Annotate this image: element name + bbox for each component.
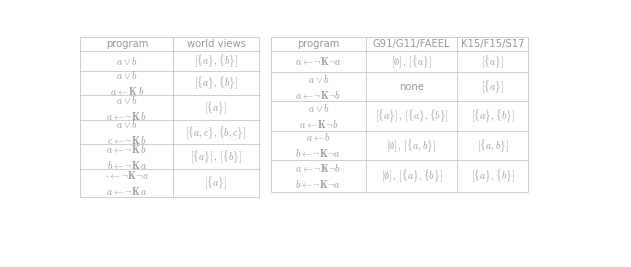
Text: $[\{a\}]$: $[\{a\}]$: [204, 99, 228, 116]
Text: $a \leftarrow {\neg}\mathbf{K}\,b$
$b \leftarrow {\neg}\mathbf{K}\,a$: $a \leftarrow {\neg}\mathbf{K}\,b$ $b \l…: [107, 143, 148, 171]
Text: $a \vee b$
$a \leftarrow {\neg}\mathbf{K}\,b$: $a \vee b$ $a \leftarrow {\neg}\mathbf{K…: [107, 93, 148, 121]
Text: $[\{a\},\{b\}]$: $[\{a\},\{b\}]$: [194, 52, 238, 69]
Bar: [80, 37, 259, 197]
Text: K15/F15/S17: K15/F15/S17: [461, 39, 524, 49]
Text: $[\{a\}]\,,\,[\{b\}]$: $[\{a\}]\,,\,[\{b\}]$: [190, 148, 242, 165]
Text: G91/G11/FAEEL: G91/G11/FAEEL: [372, 39, 450, 49]
Text: $[\{a\}]$: $[\{a\}]$: [204, 175, 228, 191]
Text: $a \vee b$
$a \leftarrow \mathbf{K}{\neg}b$: $a \vee b$ $a \leftarrow \mathbf{K}{\neg…: [298, 102, 338, 130]
Text: program: program: [106, 39, 148, 49]
Text: $a \leftarrow b$
$b \leftarrow {\neg}\mathbf{K}{\neg}a$: $a \leftarrow b$ $b \leftarrow {\neg}\ma…: [295, 131, 341, 159]
Text: $a \vee b$
$a \leftarrow \mathbf{K}\,b$: $a \vee b$ $a \leftarrow \mathbf{K}\,b$: [110, 69, 144, 97]
Text: $a \leftarrow {\neg}\mathbf{K}{\neg}b$
$b \leftarrow {\neg}\mathbf{K}{\neg}a$: $a \leftarrow {\neg}\mathbf{K}{\neg}b$ $…: [295, 162, 341, 190]
Text: $[\{a\}]$: $[\{a\}]$: [481, 53, 504, 70]
Text: $[\{a,c\},\{b,c\}]$: $[\{a,c\},\{b,c\}]$: [186, 124, 247, 140]
Text: $[\{a\},\{b\}]$: $[\{a\},\{b\}]$: [471, 108, 515, 124]
Text: $[\{a\}]\,,\,[\{a\},\{b\}]$: $[\{a\}]\,,\,[\{a\},\{b\}]$: [375, 108, 448, 124]
Text: ${{\cdot}} \leftarrow {\neg}\mathbf{K}{\neg}a$
$a \leftarrow {\neg}\mathbf{K}\,a: ${{\cdot}} \leftarrow {\neg}\mathbf{K}{\…: [105, 169, 149, 197]
Text: $[\emptyset]\,,\,[\{a\},\{b\}]$: $[\emptyset]\,,\,[\{a\},\{b\}]$: [380, 168, 442, 184]
Text: program: program: [297, 39, 339, 49]
Text: $a \vee b$: $a \vee b$: [116, 54, 138, 66]
Text: $[\{a\},\{b\}]$: $[\{a\},\{b\}]$: [471, 168, 515, 184]
Text: $[\{a\},\{b\}]$: $[\{a\},\{b\}]$: [194, 74, 238, 91]
Text: world views: world views: [187, 39, 245, 49]
Text: $[\{a\}]$: $[\{a\}]$: [481, 78, 504, 95]
Text: $[\emptyset]\,,\,[\{a,b\}]$: $[\emptyset]\,,\,[\{a,b\}]$: [386, 137, 437, 154]
Text: $a \vee b$
$c \leftarrow {\neg}\mathbf{K}\,b$: $a \vee b$ $c \leftarrow {\neg}\mathbf{K…: [107, 118, 147, 146]
Bar: [271, 37, 528, 192]
Text: $a \vee b$
$a \leftarrow {\neg}\mathbf{K}{\neg}b$: $a \vee b$ $a \leftarrow {\neg}\mathbf{K…: [295, 73, 341, 101]
Text: $a \leftarrow {\neg}\mathbf{K}{\neg}a$: $a \leftarrow {\neg}\mathbf{K}{\neg}a$: [295, 55, 342, 67]
Text: $[\emptyset]\,,\,[\{a\}]$: $[\emptyset]\,,\,[\{a\}]$: [391, 53, 432, 70]
Text: $[\{a,b\}]$: $[\{a,b\}]$: [476, 137, 509, 154]
Text: none: none: [399, 82, 424, 92]
